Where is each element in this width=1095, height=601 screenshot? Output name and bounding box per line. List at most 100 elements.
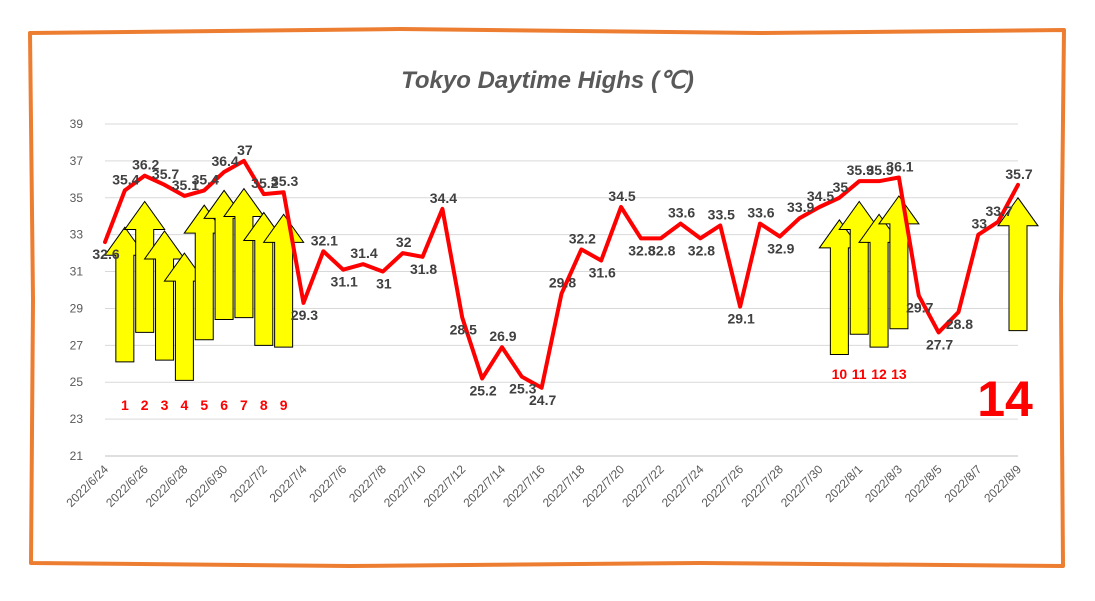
data-label: 27.7 [926,336,953,352]
data-point [163,183,167,187]
data-label: 33.7 [986,203,1013,219]
data-point [421,255,425,259]
data-label: 28.5 [450,322,477,338]
x-tick-label: 2022/7/16 [500,462,548,510]
data-point [639,236,643,240]
data-label: 29.7 [906,300,933,316]
data-point [976,233,980,237]
y-tick-label: 35 [70,191,84,205]
data-point [718,223,722,227]
x-tick-label: 2022/8/3 [862,462,905,505]
arrow-number-label: 14 [977,371,1033,427]
data-label: 33.6 [747,205,774,221]
data-point [440,207,444,211]
data-point [381,270,385,274]
y-tick-label: 29 [70,301,84,315]
data-label: 33.6 [668,205,695,221]
data-label: 31.4 [350,245,377,261]
y-tick-label: 31 [70,265,84,279]
data-label: 31.1 [331,274,358,290]
arrow-number-label: 1 [121,397,129,413]
data-point [679,222,683,226]
data-label: 31 [376,276,392,292]
chart-title: Tokyo Daytime Highs (℃) [401,67,694,94]
data-label: 25.2 [469,383,496,399]
data-label: 35.9 [866,162,893,178]
data-point [996,220,1000,224]
y-tick-label: 39 [70,117,84,131]
data-label: 35.4 [112,171,139,187]
x-tick-label: 2022/7/20 [580,462,628,510]
data-point [361,262,365,266]
data-label: 33.5 [708,206,735,222]
data-label: 33.9 [787,199,814,215]
x-tick-label: 2022/7/26 [699,462,747,510]
yellow-arrow [242,211,285,346]
data-label: 32.6 [92,246,119,262]
data-point [818,205,822,209]
arrow-number-label: 13 [891,366,907,382]
data-label: 35.9 [847,162,874,178]
x-tick-label: 2022/7/6 [306,462,349,505]
x-tick-label: 2022/8/1 [822,462,865,505]
arrow-number-label: 12 [871,366,887,382]
data-label: 26.9 [489,328,516,344]
data-point [242,159,246,163]
x-tick-label: 2022/8/5 [902,462,945,505]
data-point [877,179,881,183]
arrow-number-label: 10 [832,366,848,382]
data-label: 37 [237,142,253,158]
data-label: 24.7 [529,392,556,408]
y-tick-label: 27 [70,338,84,352]
data-label: 35.1 [172,177,199,193]
yellow-arrow [818,219,861,356]
x-tick-label: 2022/6/26 [103,462,151,510]
yellow-arrow [262,213,305,348]
data-point [917,294,921,298]
arrow-number-label: 2 [141,397,149,413]
arrow-number-label: 5 [200,397,208,413]
x-tick-label: 2022/8/9 [981,462,1024,505]
x-tick-label: 2022/7/24 [659,462,707,510]
data-point [837,196,841,200]
data-point [480,377,484,381]
data-label: 28.8 [946,316,973,332]
data-label: 32.8 [648,242,675,258]
x-tick-label: 2022/8/7 [941,462,984,505]
data-point [897,175,901,179]
data-point [282,190,286,194]
data-point [956,310,960,314]
data-point [222,170,226,174]
yellow-arrow [143,230,186,361]
data-label: 33 [972,216,988,232]
x-tick-label: 2022/7/22 [619,462,667,510]
data-point [698,236,702,240]
data-point [143,174,147,178]
data-label: 32 [396,234,412,250]
data-point [778,235,782,239]
data-point [202,188,206,192]
data-point [560,292,563,296]
data-label: 35.4 [192,171,219,187]
data-point [262,192,266,196]
x-tick-label: 2022/7/18 [540,462,588,510]
arrow-number-label: 7 [240,397,248,413]
data-point [341,268,345,272]
yellow-arrow [858,213,901,348]
x-tick-label: 2022/7/10 [381,462,429,510]
y-tick-label: 25 [70,375,84,389]
x-tick-label: 2022/7/2 [227,462,270,505]
yellow-arrow [877,195,920,330]
data-point [123,188,127,192]
data-label: 34.5 [807,188,834,204]
x-tick-label: 2022/7/30 [778,462,826,510]
data-label: 36.4 [211,153,238,169]
yellow-arrow [103,226,146,363]
data-label: 32.8 [628,242,655,258]
y-tick-label: 23 [70,412,84,426]
data-label: 34.5 [608,188,635,204]
data-label: 35.2 [251,175,278,191]
data-point [301,301,305,305]
